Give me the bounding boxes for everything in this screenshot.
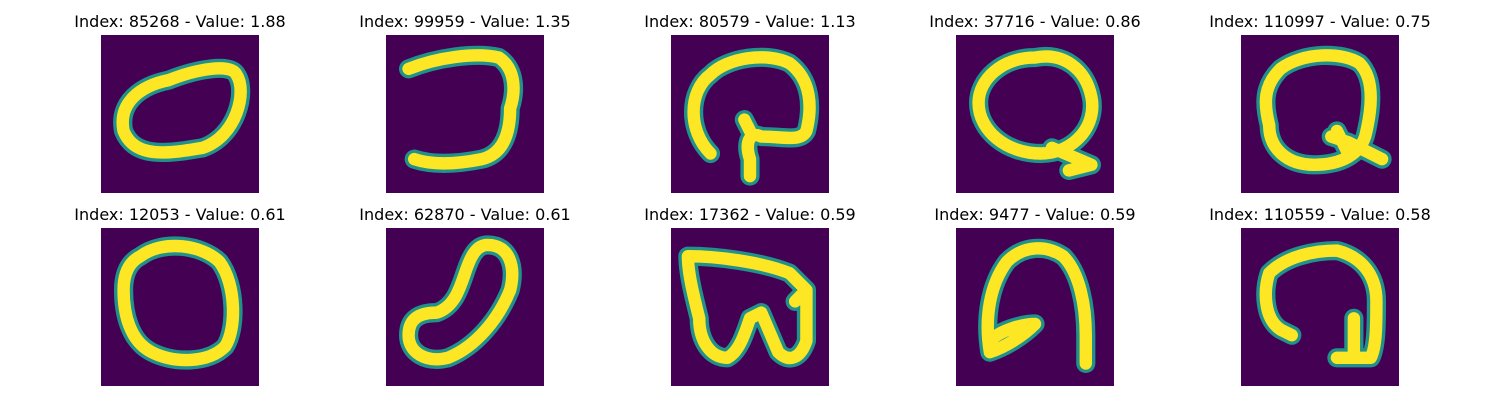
digit-image-upright-oval	[101, 228, 259, 386]
panel-title: Index: 17362 - Value: 0.59	[644, 205, 856, 224]
digit-image-slanted-oval	[101, 35, 259, 193]
digit-image-arch-with-stem	[1241, 228, 1399, 386]
digit-image-arch-with-hook	[956, 228, 1114, 386]
panel-title: Index: 62870 - Value: 0.61	[359, 205, 571, 224]
panel-title: Index: 110559 - Value: 0.58	[1209, 205, 1431, 224]
panel-title: Index: 110997 - Value: 0.75	[1209, 12, 1431, 31]
panel-title: Index: 99959 - Value: 1.35	[359, 12, 571, 31]
panel-title: Index: 12053 - Value: 0.61	[74, 205, 286, 224]
panel-title: Index: 9477 - Value: 0.59	[934, 205, 1136, 224]
panel-title: Index: 80579 - Value: 1.13	[644, 12, 856, 31]
digit-image-letter-q	[956, 35, 1114, 193]
digit-image-letter-q-star	[1241, 35, 1399, 193]
digit-image-hook-with-square	[671, 35, 829, 193]
panel-title: Index: 85268 - Value: 1.88	[74, 12, 286, 31]
digit-image-reversed-c	[386, 35, 544, 193]
panel-title: Index: 37716 - Value: 0.86	[929, 12, 1141, 31]
digit-image-diagonal-oval	[386, 228, 544, 386]
digit-image-w-shape	[671, 228, 829, 386]
